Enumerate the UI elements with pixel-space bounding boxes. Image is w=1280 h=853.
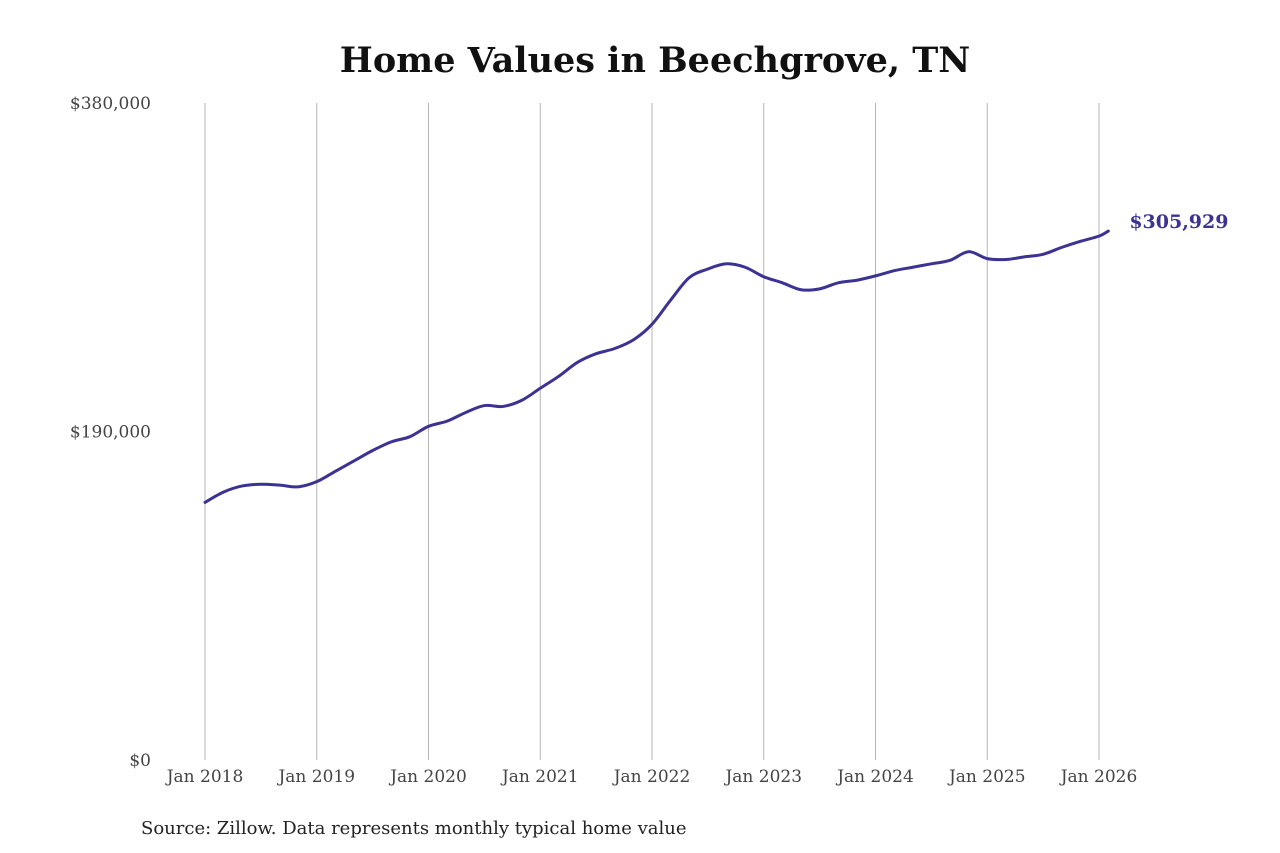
x-tick-label: Jan 2019: [276, 767, 355, 787]
x-tick-label: Jan 2021: [500, 767, 579, 787]
annotation-layer: $305,929: [1129, 211, 1228, 233]
x-tick-label: Jan 2024: [835, 767, 914, 787]
series-layer: [203, 229, 1110, 504]
x-tick-label: Jan 2026: [1059, 767, 1138, 787]
gridlines: [204, 103, 1100, 760]
source-note: Source: Zillow. Data represents monthly …: [141, 818, 687, 839]
x-tick-label: Jan 2020: [388, 767, 467, 787]
x-tick-label: Jan 2023: [723, 767, 802, 787]
y-tick-label: $380,000: [70, 94, 151, 114]
series-line-0: [203, 229, 1110, 504]
y-axis-tick-labels: $0 $190,000 $380,000: [70, 94, 151, 771]
x-tick-label: Jan 2022: [612, 767, 691, 787]
chart-title: Home Values in Beechgrove, TN: [340, 40, 971, 81]
y-tick-label: $0: [129, 751, 151, 771]
x-axis-tick-labels: Jan 2018 Jan 2019 Jan 2020 Jan 2021 Jan 2022…: [165, 767, 1138, 787]
end-value-label: $305,929: [1129, 211, 1228, 233]
x-tick-label: Jan 2025: [947, 767, 1026, 787]
y-tick-label: $190,000: [70, 423, 151, 443]
x-tick-label: Jan 2018: [165, 767, 244, 787]
